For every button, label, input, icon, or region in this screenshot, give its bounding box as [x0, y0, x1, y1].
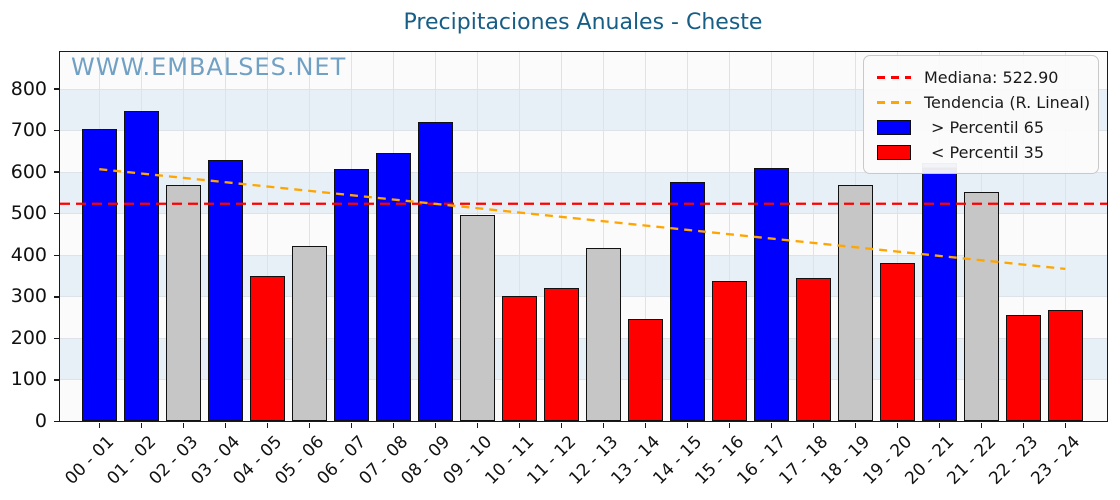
bar — [207, 160, 243, 421]
p65-color-swatch — [877, 120, 911, 135]
legend-row-p65: > Percentil 65 — [864, 115, 1098, 140]
legend-label-median: Mediana: 522.90 — [924, 68, 1059, 87]
bar — [81, 128, 117, 421]
bar — [249, 275, 285, 421]
y-tick-label: 0 — [34, 410, 47, 432]
y-tick-mark — [54, 129, 59, 132]
bar — [627, 318, 663, 421]
h-grid-line — [60, 337, 1107, 339]
trend-dash-swatch — [877, 101, 911, 104]
bar — [585, 248, 621, 421]
y-tick-label: 600 — [10, 160, 47, 183]
y-tick-mark — [54, 420, 59, 423]
x-tick-mark — [477, 423, 479, 428]
legend-label-trend: Tendencia (R. Lineal) — [924, 93, 1091, 112]
x-tick-mark — [981, 423, 983, 428]
x-tick-mark — [897, 423, 899, 428]
y-tick-mark — [54, 379, 59, 381]
x-tick-mark — [729, 423, 731, 428]
y-tick-mark — [54, 296, 59, 298]
bar — [501, 295, 537, 421]
x-tick-mark — [267, 423, 269, 428]
y-axis: 0 100 200 300 400 500 600 700 800 — [0, 51, 59, 432]
y-tick-label: 100 — [10, 368, 47, 391]
legend-row-trend: Tendencia (R. Lineal) — [864, 90, 1098, 115]
x-tick-mark — [645, 423, 647, 428]
x-tick-mark — [813, 423, 815, 428]
y-tick-label: 400 — [10, 243, 47, 266]
x-tick-mark — [1065, 423, 1067, 428]
bar — [669, 181, 705, 421]
watermark-text: WWW.EMBALSES.NET — [71, 53, 347, 81]
y-tick-label: 300 — [10, 285, 47, 308]
x-tick-mark — [351, 423, 353, 428]
bar — [921, 168, 957, 421]
x-tick-mark — [435, 423, 437, 428]
x-tick-mark — [1023, 423, 1025, 428]
h-grid-line — [60, 296, 1107, 298]
legend-row-p35: < Percentil 35 — [864, 140, 1098, 165]
legend-row-median: Mediana: 522.90 — [864, 65, 1098, 90]
bar — [795, 278, 831, 421]
bar — [543, 288, 579, 421]
legend-label-p65: > Percentil 65 — [931, 118, 1045, 137]
legend-box: Mediana: 522.90 Tendencia (R. Lineal) > … — [863, 55, 1099, 174]
x-tick-mark — [393, 423, 395, 428]
bar — [333, 169, 369, 421]
bar — [291, 246, 327, 421]
x-tick-mark — [561, 423, 563, 428]
y-tick-mark — [54, 213, 59, 215]
x-tick-mark — [141, 423, 143, 428]
x-tick-mark — [183, 423, 185, 428]
bar — [879, 263, 915, 421]
p35-color-swatch — [877, 145, 911, 160]
y-tick-label: 500 — [10, 202, 47, 225]
bar — [753, 168, 789, 421]
x-tick-mark — [309, 423, 311, 428]
x-tick-mark — [771, 423, 773, 428]
x-tick-mark — [687, 423, 689, 428]
x-tick-mark — [99, 423, 101, 428]
chart-title: Precipitaciones Anuales - Cheste — [403, 10, 763, 35]
y-tick-mark — [54, 337, 59, 340]
median-dash-swatch — [877, 76, 911, 79]
x-tick-mark — [603, 423, 605, 428]
bar — [165, 185, 201, 421]
y-tick-mark — [54, 88, 59, 90]
bar — [375, 152, 411, 421]
x-tick-mark — [939, 423, 941, 428]
y-tick-label: 800 — [10, 77, 47, 100]
y-tick-label: 700 — [10, 119, 47, 142]
y-tick-label: 200 — [10, 326, 47, 349]
y-tick-mark — [54, 171, 59, 173]
x-tick-mark — [519, 423, 521, 428]
x-tick-mark — [225, 423, 227, 428]
h-grid-line — [60, 130, 1107, 132]
plot-area: WWW.EMBALSES.NET Mediana: 522.90 Tendenc… — [59, 51, 1108, 422]
h-grid-line — [60, 88, 1107, 90]
bar — [1005, 315, 1041, 421]
bar — [1047, 310, 1083, 421]
bar — [459, 215, 495, 421]
legend-label-p35: < Percentil 35 — [931, 143, 1045, 162]
h-grid-line — [60, 379, 1107, 381]
bar — [123, 111, 159, 421]
x-axis: 00 - 01 01 - 02 02 - 03 03 - 04 04 - 05 05 - … — [59, 423, 1109, 500]
bar — [963, 192, 999, 421]
bar — [711, 280, 747, 421]
bar — [417, 122, 453, 421]
bar — [837, 185, 873, 421]
x-tick-mark — [855, 423, 857, 428]
y-tick-mark — [54, 254, 59, 256]
